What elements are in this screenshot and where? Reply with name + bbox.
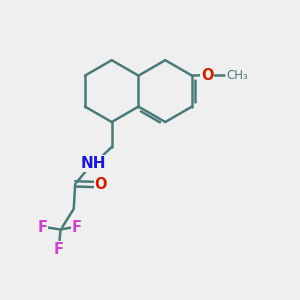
Text: F: F <box>37 220 47 235</box>
Text: O: O <box>94 177 107 192</box>
Text: CH₃: CH₃ <box>226 69 248 82</box>
Text: NH: NH <box>81 156 106 171</box>
Text: O: O <box>201 68 214 82</box>
Text: F: F <box>72 220 82 235</box>
Text: F: F <box>54 242 64 257</box>
